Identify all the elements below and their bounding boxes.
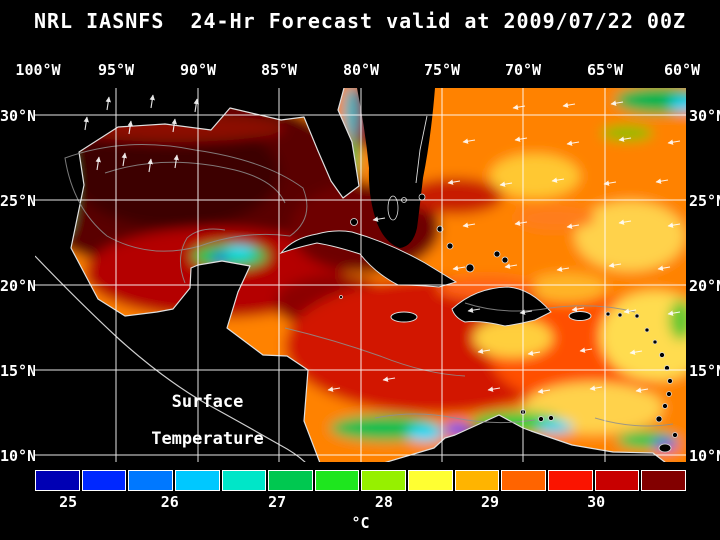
lon-label-85w: 85°W — [260, 61, 298, 79]
lon-label-70w: 70°W — [504, 61, 542, 79]
wind-vector-layer — [83, 94, 681, 394]
surface-temperature-label-line2: Temperature — [151, 429, 264, 449]
sst-map-canvas — [35, 88, 686, 462]
colorbar-tick-28: 28 — [374, 493, 393, 511]
lon-label-80w: 80°W — [342, 61, 380, 79]
lon-label-65w: 65°W — [586, 61, 624, 79]
page-title: NRL IASNFS 24-Hr Forecast valid at 2009/… — [33, 9, 687, 33]
colorbar-segment — [501, 470, 547, 491]
sst-map: Surface Temperature — [35, 88, 686, 462]
surface-temperature-label-line1: Surface — [171, 392, 244, 412]
grid-lines — [35, 88, 686, 462]
colorbar-segment — [35, 470, 80, 491]
bathymetry-contours — [64, 144, 674, 427]
land-layer — [35, 88, 665, 462]
colorbar-segment — [548, 470, 593, 491]
lat-label-right-10n: 10°N — [689, 447, 720, 465]
lat-label-left-20n: 20°N — [0, 277, 37, 295]
lon-label-90w: 90°W — [179, 61, 217, 79]
colorbar-segment — [641, 470, 686, 491]
colorbar-segment — [314, 470, 360, 491]
colorbar-tick-25: 25 — [59, 493, 78, 511]
surface-temperature-label: Surface Temperature — [120, 384, 295, 458]
colorbar-tick-30: 30 — [587, 493, 606, 511]
colorbar-segment — [174, 470, 220, 491]
lat-label-left-15n: 15°N — [0, 362, 37, 380]
lat-label-right-15n: 15°N — [689, 362, 720, 380]
colorbar — [35, 470, 686, 491]
colorbar-ticks: 25 26 27 28 29 30 — [35, 493, 686, 511]
colorbar-segment — [221, 470, 267, 491]
lon-label-95w: 95°W — [97, 61, 135, 79]
lon-label-75w: 75°W — [423, 61, 461, 79]
lat-label-right-20n: 20°N — [689, 277, 720, 295]
colorbar-segment — [408, 470, 453, 491]
colorbar-segment — [81, 470, 127, 491]
lat-label-right-30n: 30°N — [689, 107, 720, 125]
colorbar-tick-29: 29 — [481, 493, 500, 511]
colorbar-segment — [594, 470, 640, 491]
colorbar-tick-26: 26 — [160, 493, 179, 511]
lon-label-100w: 100°W — [15, 61, 61, 79]
colorbar-tick-27: 27 — [268, 493, 287, 511]
lon-label-60w: 60°W — [663, 61, 701, 79]
colorbar-segment — [361, 470, 407, 491]
lat-label-left-30n: 30°N — [0, 107, 37, 125]
colorbar-segment — [454, 470, 500, 491]
lat-label-right-25n: 25°N — [689, 192, 720, 210]
lat-label-left-25n: 25°N — [0, 192, 37, 210]
lat-label-left-10n: 10°N — [0, 447, 37, 465]
colorbar-segment — [128, 470, 173, 491]
islands — [279, 193, 678, 453]
colorbar-segment — [268, 470, 313, 491]
colorbar-unit-label: °C — [351, 514, 370, 532]
